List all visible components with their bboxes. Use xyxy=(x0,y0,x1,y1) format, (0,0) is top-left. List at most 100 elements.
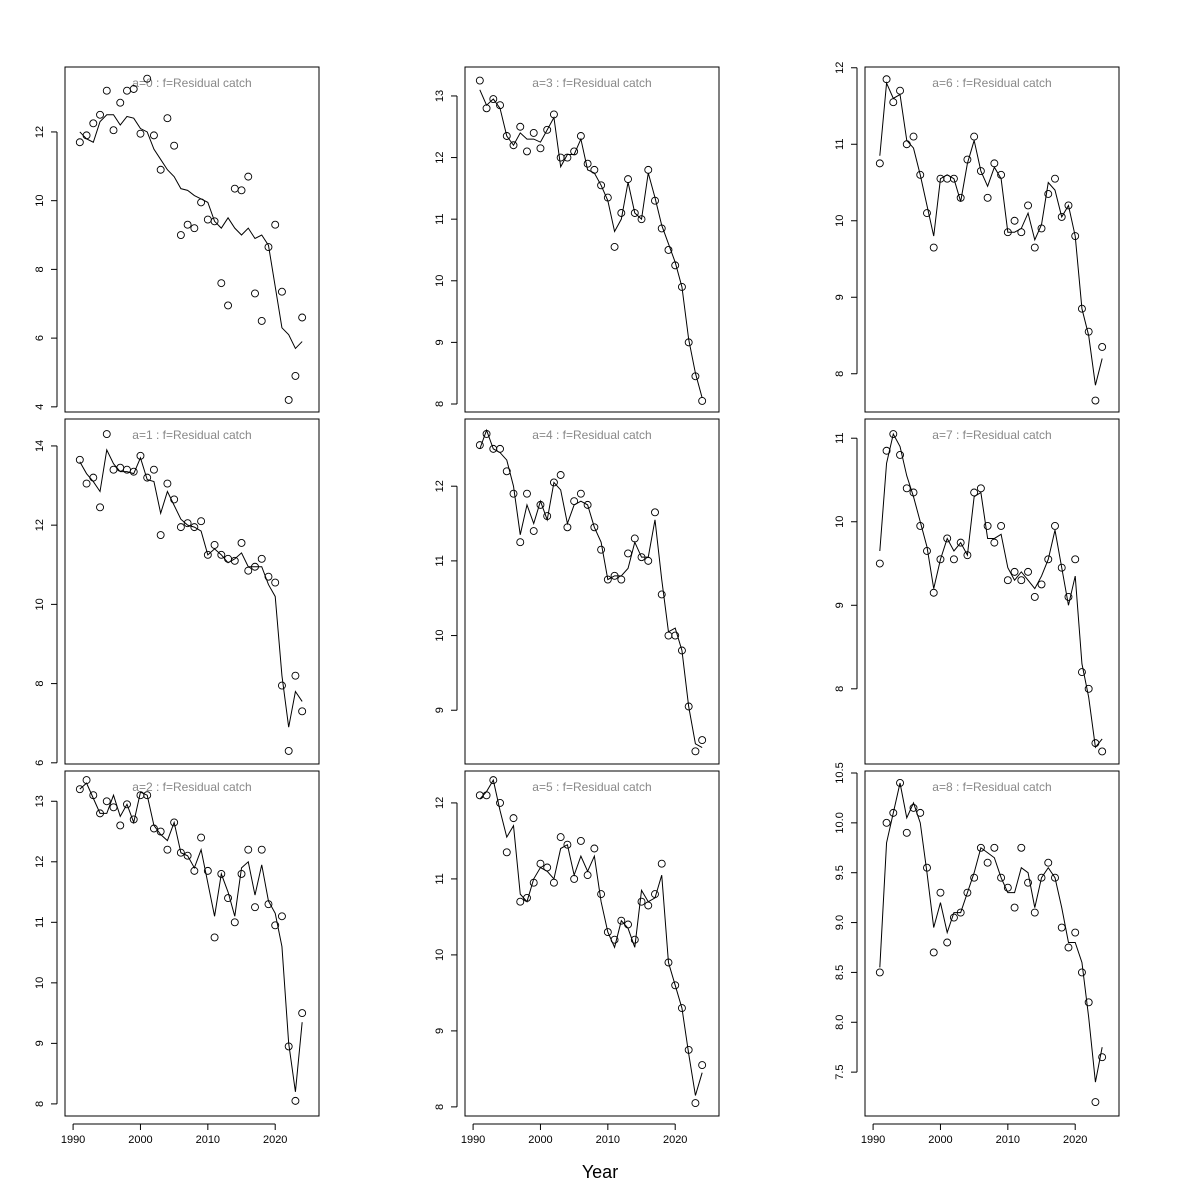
plot-frame xyxy=(64,66,320,413)
data-point xyxy=(617,916,626,925)
data-point xyxy=(909,132,918,141)
panel-title: a=7 : f=Residual catch xyxy=(932,428,1051,442)
data-point xyxy=(990,538,999,547)
y-tick-label: 10 xyxy=(34,977,46,989)
plot-frame xyxy=(864,418,1120,765)
y-tick-label: 11 xyxy=(434,555,446,566)
data-point xyxy=(291,1096,300,1105)
data-point xyxy=(217,869,226,878)
data-point xyxy=(956,538,965,547)
fitted-line xyxy=(79,448,303,728)
data-point xyxy=(176,231,185,239)
fitted-line xyxy=(479,89,703,398)
y-tick-label: 10.5 xyxy=(834,762,846,783)
y-tick-label: 10 xyxy=(434,629,446,641)
data-point xyxy=(163,114,172,123)
data-point xyxy=(143,473,152,482)
data-point xyxy=(929,948,938,957)
data-point xyxy=(983,521,992,530)
data-point xyxy=(698,736,707,745)
data-point xyxy=(190,523,199,532)
data-point xyxy=(197,833,206,842)
panel: a=6 : f=Residual catch 8 9 10 11 12 xyxy=(834,62,1120,413)
data-point xyxy=(190,224,199,233)
data-point xyxy=(277,912,286,921)
data-point xyxy=(1017,576,1026,585)
data-point xyxy=(556,153,565,162)
fitted-line xyxy=(79,114,303,350)
x-tick-label: 2020 xyxy=(663,1134,687,1146)
data-point xyxy=(597,545,606,554)
data-point xyxy=(1024,201,1032,210)
plot-frame xyxy=(64,418,320,765)
data-point xyxy=(1071,928,1080,937)
data-point xyxy=(502,467,511,476)
data-point xyxy=(943,534,952,543)
data-point xyxy=(1057,212,1066,221)
x-tick-label: 2020 xyxy=(263,1134,287,1146)
data-point xyxy=(1077,668,1086,677)
data-point xyxy=(149,465,158,474)
y-tick-label: 8 xyxy=(34,266,46,272)
data-point xyxy=(902,828,911,837)
y-tick-label: 8.0 xyxy=(834,1015,846,1030)
panel-title: a=3 : f=Residual catch xyxy=(532,76,651,90)
y-tick-label: 11 xyxy=(434,873,446,884)
data-point xyxy=(509,141,518,150)
data-point xyxy=(298,313,307,322)
data-point xyxy=(563,840,572,849)
data-point xyxy=(82,131,91,140)
data-point xyxy=(183,519,192,528)
y-tick-label: 11 xyxy=(834,139,846,150)
y-tick-label: 9.0 xyxy=(834,915,846,930)
y-tick-label: 8 xyxy=(34,1101,46,1107)
data-point xyxy=(644,556,653,565)
data-point xyxy=(1010,216,1019,225)
data-point xyxy=(1044,555,1053,564)
y-tick-label: 9 xyxy=(434,1028,446,1034)
panel: a=2 : f=Residual catch 8 9 10 11 12 13 1990 2000… xyxy=(34,770,320,1146)
data-point xyxy=(298,707,307,716)
data-point xyxy=(576,836,585,845)
data-point xyxy=(116,98,125,107)
data-point xyxy=(183,851,192,860)
x-tick-label: 2010 xyxy=(196,1134,220,1146)
data-point xyxy=(75,455,84,464)
y-tick-label: 9 xyxy=(834,294,846,300)
data-point xyxy=(536,859,545,868)
y-tick-label: 13 xyxy=(434,90,446,102)
data-point xyxy=(1030,243,1039,252)
y-tick-label: 6 xyxy=(34,335,46,341)
data-point xyxy=(257,554,266,563)
data-point xyxy=(983,858,992,867)
data-point xyxy=(529,527,538,535)
y-tick-label: 14 xyxy=(34,440,46,452)
y-tick-label: 8 xyxy=(34,681,46,687)
data-point xyxy=(990,159,999,168)
panel: a=4 : f=Residual catch 9 10 11 12 xyxy=(434,418,720,765)
y-tick-label: 10 xyxy=(834,215,846,227)
data-point xyxy=(176,848,185,857)
x-tick-label: 2000 xyxy=(928,1134,952,1146)
data-point xyxy=(516,538,525,547)
data-point xyxy=(644,165,653,174)
data-point xyxy=(284,396,293,404)
data-point xyxy=(671,631,680,640)
y-tick-label: 9 xyxy=(434,339,446,345)
data-point xyxy=(277,287,286,296)
data-point xyxy=(170,818,179,827)
data-point xyxy=(129,85,138,93)
data-point xyxy=(1077,968,1086,977)
data-point xyxy=(217,279,226,288)
data-point xyxy=(251,289,259,298)
data-point xyxy=(896,450,904,459)
data-point xyxy=(1010,567,1019,576)
data-point xyxy=(1064,943,1073,952)
data-point xyxy=(590,844,599,853)
data-point xyxy=(936,888,945,897)
y-tick-label: 10 xyxy=(34,598,46,610)
data-point xyxy=(896,86,904,95)
y-tick-label: 8 xyxy=(434,1104,446,1110)
data-point xyxy=(1037,580,1046,589)
